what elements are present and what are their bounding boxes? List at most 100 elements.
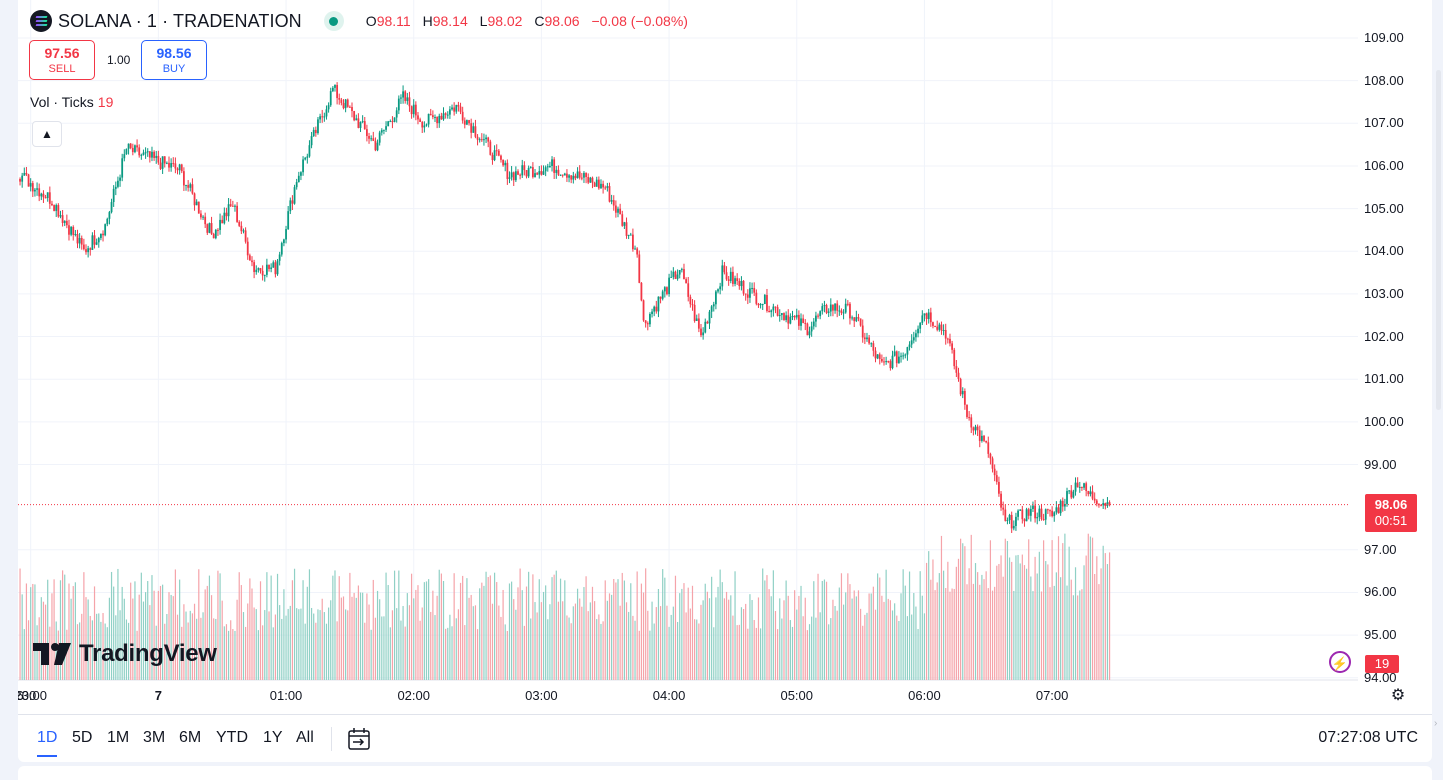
symbol-title[interactable]: SOLANA · 1 · TRADENATION bbox=[58, 10, 302, 31]
range-all[interactable]: All bbox=[296, 729, 314, 746]
scroll-right-icon[interactable]: › bbox=[1434, 718, 1438, 729]
candle-body bbox=[400, 97, 402, 99]
candle-body bbox=[553, 159, 556, 173]
volume-bar bbox=[749, 594, 751, 680]
volume-bar bbox=[202, 612, 204, 680]
chart-canvas[interactable] bbox=[18, 0, 1432, 714]
candle-body bbox=[970, 417, 973, 428]
range-5d[interactable]: 5D bbox=[72, 729, 93, 746]
lightning-icon[interactable]: ⚡ bbox=[1329, 651, 1351, 673]
volume-bar bbox=[613, 578, 615, 680]
candle-body bbox=[585, 172, 587, 178]
candle-body bbox=[389, 121, 392, 123]
volume-bar bbox=[713, 627, 715, 680]
volume-bar bbox=[387, 585, 389, 680]
volume-legend[interactable]: Vol · Ticks 19 bbox=[30, 94, 113, 110]
candle-body bbox=[265, 264, 268, 275]
volume-bar bbox=[849, 584, 851, 680]
candle-body bbox=[1010, 514, 1013, 529]
volume-bar bbox=[951, 588, 953, 680]
volume-bar bbox=[896, 615, 898, 680]
candle-body bbox=[1091, 491, 1094, 499]
volume-bar bbox=[102, 613, 104, 680]
volume-bar bbox=[900, 593, 902, 680]
volume-bar bbox=[662, 569, 664, 680]
candle-body bbox=[597, 179, 600, 189]
utc-clock[interactable]: 07:27:08 UTC bbox=[1318, 729, 1418, 746]
buy-button[interactable]: 98.56 BUY bbox=[141, 40, 207, 80]
volume-bar bbox=[540, 602, 542, 680]
volume-bar bbox=[144, 592, 147, 680]
candle-body bbox=[755, 292, 758, 304]
volume-bar bbox=[362, 592, 364, 680]
low-label: L bbox=[479, 13, 488, 29]
volume-bar bbox=[872, 586, 874, 680]
range-3m[interactable]: 3M bbox=[143, 729, 166, 746]
volume-bar bbox=[285, 615, 287, 680]
candle-body bbox=[59, 215, 62, 217]
tradingview-watermark[interactable]: TradingView bbox=[33, 640, 217, 668]
candle-body bbox=[444, 113, 447, 115]
collapse-legend-button[interactable]: ▲ bbox=[32, 121, 62, 147]
market-status-icon[interactable] bbox=[323, 11, 344, 31]
volume-bar bbox=[574, 603, 577, 680]
candle-body bbox=[159, 162, 162, 169]
candle-body bbox=[785, 315, 788, 321]
time-tick-label: 7 bbox=[154, 688, 162, 703]
candle-body bbox=[176, 168, 179, 171]
volume-bar bbox=[594, 601, 596, 680]
candle-body bbox=[859, 318, 862, 326]
volume-bar bbox=[240, 585, 242, 680]
volume-bar bbox=[508, 583, 511, 680]
volume-bar bbox=[138, 594, 140, 680]
candle-body bbox=[393, 117, 396, 122]
candle-body bbox=[351, 107, 353, 112]
range-1y[interactable]: 1Y bbox=[263, 729, 283, 746]
sell-button[interactable]: 97.56 SELL bbox=[29, 40, 95, 80]
candle-body bbox=[308, 145, 311, 157]
candle-body bbox=[82, 244, 85, 250]
candle-body bbox=[227, 204, 230, 217]
chart-panel[interactable]: SOLANA · 1 · TRADENATION O98.11 H98.14 L… bbox=[18, 0, 1432, 762]
volume-bar bbox=[532, 574, 534, 680]
candle-body bbox=[19, 179, 21, 182]
volume-bar bbox=[447, 627, 449, 680]
candle-body bbox=[223, 212, 226, 224]
candle-body bbox=[204, 216, 207, 225]
candle-body bbox=[1021, 509, 1024, 520]
volume-bar bbox=[545, 585, 547, 680]
range-ytd[interactable]: YTD bbox=[216, 729, 248, 746]
volume-bar bbox=[689, 608, 691, 680]
volume-bar bbox=[253, 607, 255, 680]
candle-body bbox=[425, 124, 428, 126]
close-label: C bbox=[534, 13, 545, 29]
candle-body bbox=[800, 318, 802, 326]
candle-body bbox=[563, 173, 566, 176]
candle-body bbox=[863, 337, 866, 340]
volume-bar bbox=[957, 558, 960, 680]
go-to-date-icon[interactable] bbox=[347, 727, 371, 751]
volume-bar bbox=[76, 624, 79, 680]
candle-body bbox=[957, 372, 960, 379]
range-1d[interactable]: 1D bbox=[37, 729, 58, 746]
volume-bar bbox=[768, 589, 770, 680]
axis-settings-icon[interactable]: ⚙ bbox=[1390, 687, 1406, 704]
volume-bar bbox=[44, 604, 47, 680]
volume-bar bbox=[962, 543, 964, 680]
volume-bar bbox=[296, 608, 298, 680]
scrollbar-thumb[interactable] bbox=[1436, 70, 1441, 410]
range-1m[interactable]: 1M bbox=[107, 729, 130, 746]
volume-bar bbox=[1011, 561, 1013, 680]
candle-body bbox=[906, 347, 909, 355]
candle-body bbox=[927, 312, 930, 319]
volume-bar bbox=[417, 585, 419, 680]
candle-body bbox=[346, 99, 349, 107]
volume-bar bbox=[928, 551, 930, 680]
candle-body bbox=[70, 226, 73, 235]
candle-body bbox=[395, 110, 398, 118]
volume-bar bbox=[1098, 584, 1100, 680]
candle-body bbox=[887, 361, 890, 363]
quantity-value[interactable]: 1.00 bbox=[107, 53, 131, 67]
candle-body bbox=[146, 151, 149, 153]
range-6m[interactable]: 6M bbox=[179, 729, 202, 746]
